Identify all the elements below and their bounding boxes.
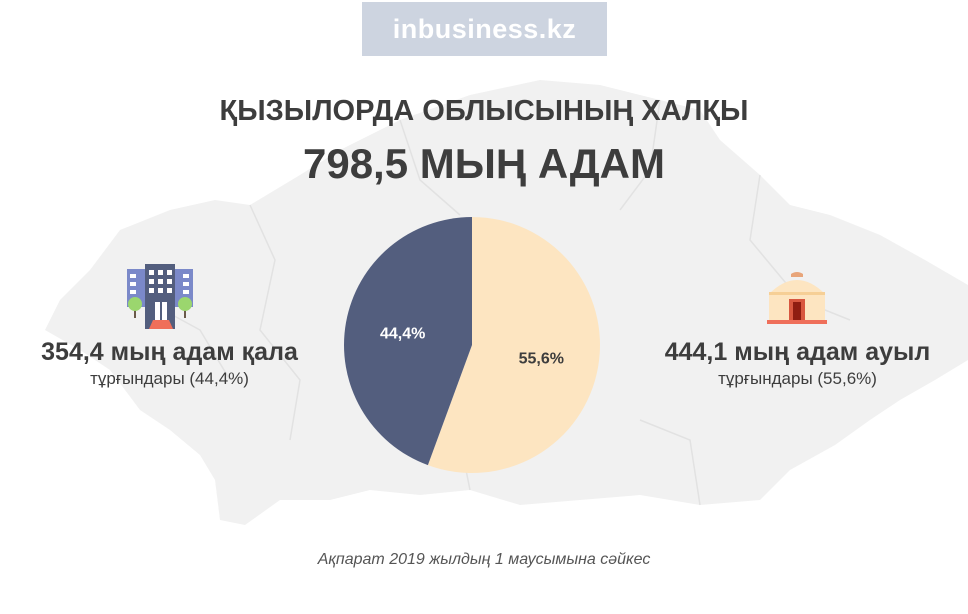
- yurt-icon: [767, 272, 827, 324]
- source-note: Ақпарат 2019 жылдың 1 маусымына сәйкес: [317, 551, 651, 568]
- logo-text: inbusiness.kz: [392, 13, 577, 44]
- urban-population-value: 354,4 мың адам қала: [41, 338, 298, 366]
- city-building-icon: [127, 264, 193, 329]
- urban-population-block: 354,4 мың адам қала тұрғындары (44,4%): [22, 338, 317, 389]
- pie-label-rural: 55,6%: [519, 350, 564, 367]
- rural-population-value: 444,1 мың адам ауыл: [664, 338, 931, 366]
- total-population: 798,5 МЫҢ АДАМ: [302, 140, 665, 187]
- pie-slice-rural: [427, 217, 600, 474]
- urban-population-share: тұрғындары (44,4%): [90, 369, 249, 388]
- rural-population-block: 444,1 мың адам ауыл тұрғындары (55,6%): [640, 338, 955, 389]
- pie-slice-urban: [344, 217, 472, 466]
- rural-population-share: тұрғындары (55,6%): [718, 369, 877, 388]
- pie-label-urban: 44,4%: [380, 326, 425, 343]
- brand-logo: inbusiness.kz: [362, 2, 607, 56]
- page-title: ҚЫЗЫЛОРДА ОБЛЫСЫНЫҢ ХАЛҚЫ: [219, 95, 749, 127]
